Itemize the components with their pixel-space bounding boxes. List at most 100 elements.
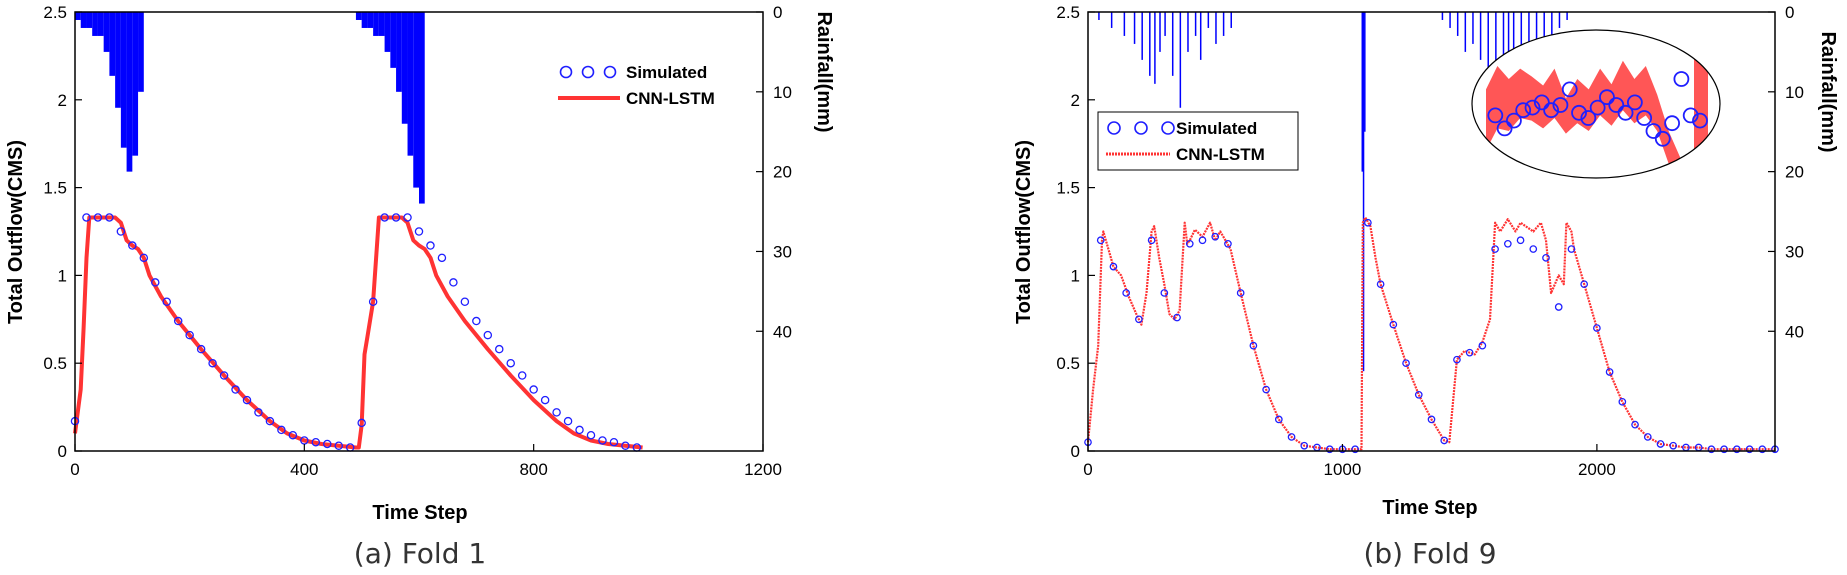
rainfall-bars-fold-9 <box>1098 12 1568 372</box>
inset-simulated-point <box>1543 102 1560 119</box>
simulated-point <box>1465 348 1474 357</box>
rainfall-bar <box>1133 12 1136 44</box>
chart-fold-9: 0 1000 2000 0 0.5 1 1.5 2 2.5 0 10 20 30 40 Simulated… <box>1013 3 1839 570</box>
plot-frame-fold-9 <box>1087 11 1776 452</box>
inset-cnn-lstm-band <box>1486 60 1680 170</box>
rainfall-bar <box>361 12 368 28</box>
rainfall-bar <box>126 12 133 172</box>
simulated-point <box>93 213 103 222</box>
y-tick-label: 1 <box>58 266 67 285</box>
inset-cnn-lstm-band <box>1694 50 1708 168</box>
simulated-point <box>1364 218 1372 227</box>
simulated-point <box>185 330 194 340</box>
inset-simulated-point <box>1506 112 1522 129</box>
y-tick-label: 1.5 <box>43 179 67 198</box>
rainfall-bar <box>1495 12 1497 92</box>
simulated-point <box>219 371 229 380</box>
simulated-point <box>277 425 286 435</box>
rainfall-bar <box>1464 12 1467 52</box>
x-axis-title-fold-9: Time Step <box>1382 497 1477 519</box>
legend-marker-simulated <box>603 65 617 79</box>
rainfall-bar <box>1364 12 1366 132</box>
simulated-point <box>151 278 160 287</box>
y2-tick-label: 20 <box>1785 163 1804 182</box>
inset-border <box>1471 29 1721 179</box>
inset-simulated-point <box>1617 104 1634 121</box>
rainfall-bar <box>1222 12 1225 36</box>
simulated-point <box>1300 441 1309 450</box>
inset-simulated-point <box>1561 81 1578 98</box>
simulated-point <box>208 358 217 368</box>
simulated-point <box>173 316 183 326</box>
rainfall-bar <box>1441 12 1444 20</box>
simulated-point <box>1376 280 1385 289</box>
rainfall-bar <box>1502 12 1505 68</box>
inset-simulated-point <box>1626 94 1643 111</box>
simulated-point <box>437 253 447 263</box>
inset-simulated-point <box>1496 120 1513 137</box>
simulated-point <box>1198 236 1207 245</box>
rainfall-bar <box>97 12 104 36</box>
caption-fold-1: (a) Fold 1 <box>354 537 486 570</box>
rainfall-bar <box>1187 12 1189 52</box>
inset-simulated-point <box>1580 110 1597 126</box>
rainfall-bar <box>115 12 121 108</box>
rainfall-bar <box>1449 12 1451 28</box>
legend-marker-simulated <box>581 65 595 79</box>
simulated-point <box>1427 415 1436 424</box>
rainfall-bar <box>132 12 139 156</box>
simulated-point <box>1669 441 1678 450</box>
simulated-point <box>1516 236 1525 245</box>
inset-simulated-point <box>1636 110 1653 126</box>
rainfall-bar <box>1179 12 1182 108</box>
rainfall-bar <box>413 12 419 188</box>
y2-tick-label: 10 <box>773 83 792 102</box>
simulated-point <box>105 213 114 222</box>
simulated-point <box>1135 315 1143 324</box>
rainfall-bar <box>355 12 362 20</box>
simulated-point <box>449 278 458 287</box>
simulated-point <box>1211 232 1220 241</box>
inset-simulated-point <box>1589 99 1606 116</box>
simulated-point <box>1173 313 1181 322</box>
simulated-point <box>483 330 493 340</box>
rainfall-bar <box>1551 12 1553 36</box>
rainfall-bar <box>1154 12 1156 84</box>
rainfall-bar <box>86 12 93 28</box>
inset-simulated-point <box>1654 130 1671 147</box>
simulated-point <box>609 437 619 447</box>
simulated-point <box>1478 341 1487 350</box>
simulated-point <box>1109 262 1118 271</box>
rainfall-bar <box>1558 12 1561 28</box>
y-tick-label: 0 <box>1071 442 1080 461</box>
y2-tick-label: 30 <box>773 242 792 261</box>
inset-simulated-point <box>1664 115 1680 132</box>
legend-marker-simulated <box>1161 121 1175 135</box>
x-tick-label: 2000 <box>1578 460 1616 479</box>
simulated-point <box>1287 433 1296 441</box>
simulated-point <box>116 227 126 236</box>
simulated-point <box>288 430 298 440</box>
simulated-point <box>414 227 424 236</box>
rainfall-bar <box>396 12 402 92</box>
simulated-point <box>311 437 321 447</box>
rainfall-bar <box>1456 12 1459 36</box>
rainfall-bar <box>407 12 414 156</box>
simulated-point <box>1567 245 1576 253</box>
simulated-point <box>506 358 515 368</box>
rainfall-bar <box>1230 12 1232 28</box>
x-tick-label: 0 <box>70 460 79 479</box>
simulated-point <box>368 297 378 306</box>
rainfall-bar <box>1141 12 1143 60</box>
legend-label-cnn-lstm: CNN-LSTM <box>1176 145 1265 164</box>
simulated-point <box>1503 239 1512 248</box>
rainfall-bar <box>1199 12 1202 60</box>
simulated-point <box>1605 368 1614 376</box>
rainfall-bar <box>373 12 379 36</box>
rainfall-bar <box>103 12 110 52</box>
y2-tick-label: 0 <box>1785 3 1794 22</box>
rainfall-bar <box>120 12 127 148</box>
y-tick-label: 1 <box>1071 266 1080 285</box>
x-tick-label: 1200 <box>744 460 782 479</box>
simulated-point <box>1096 236 1105 245</box>
